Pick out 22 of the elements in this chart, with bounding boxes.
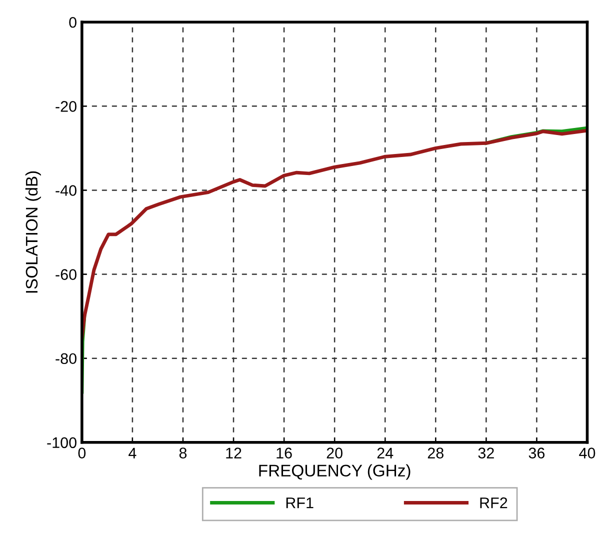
- x-tick-label: 12: [226, 448, 242, 458]
- x-tick-label: 28: [428, 448, 444, 458]
- x-tick-label: 20: [326, 448, 342, 458]
- legend-label: RF1: [286, 498, 314, 508]
- x-tick-label: 4: [128, 448, 136, 458]
- y-axis-title: ISOLATION (dB): [25, 171, 41, 293]
- x-tick-label: 36: [528, 448, 545, 458]
- line-series: [82, 128, 588, 340]
- y-tick-label: -100: [47, 437, 76, 448]
- x-tick-label: 40: [579, 448, 596, 458]
- legend-label: RF2: [480, 497, 508, 508]
- x-tick-label: 32: [478, 448, 494, 458]
- x-tick-label: 0: [78, 448, 86, 458]
- x-tick-label: 16: [276, 448, 292, 458]
- y-tick-label: -60: [56, 269, 76, 280]
- x-tick-label: 24: [377, 448, 394, 458]
- y-tick-label: 0: [69, 16, 76, 28]
- y-tick-label: -40: [56, 185, 76, 196]
- y-tick-label: -80: [56, 353, 76, 364]
- x-axis-title: FREQUENCY (GHz): [259, 464, 410, 480]
- y-tick-label: -20: [56, 101, 76, 112]
- x-tick-label: 8: [179, 448, 187, 458]
